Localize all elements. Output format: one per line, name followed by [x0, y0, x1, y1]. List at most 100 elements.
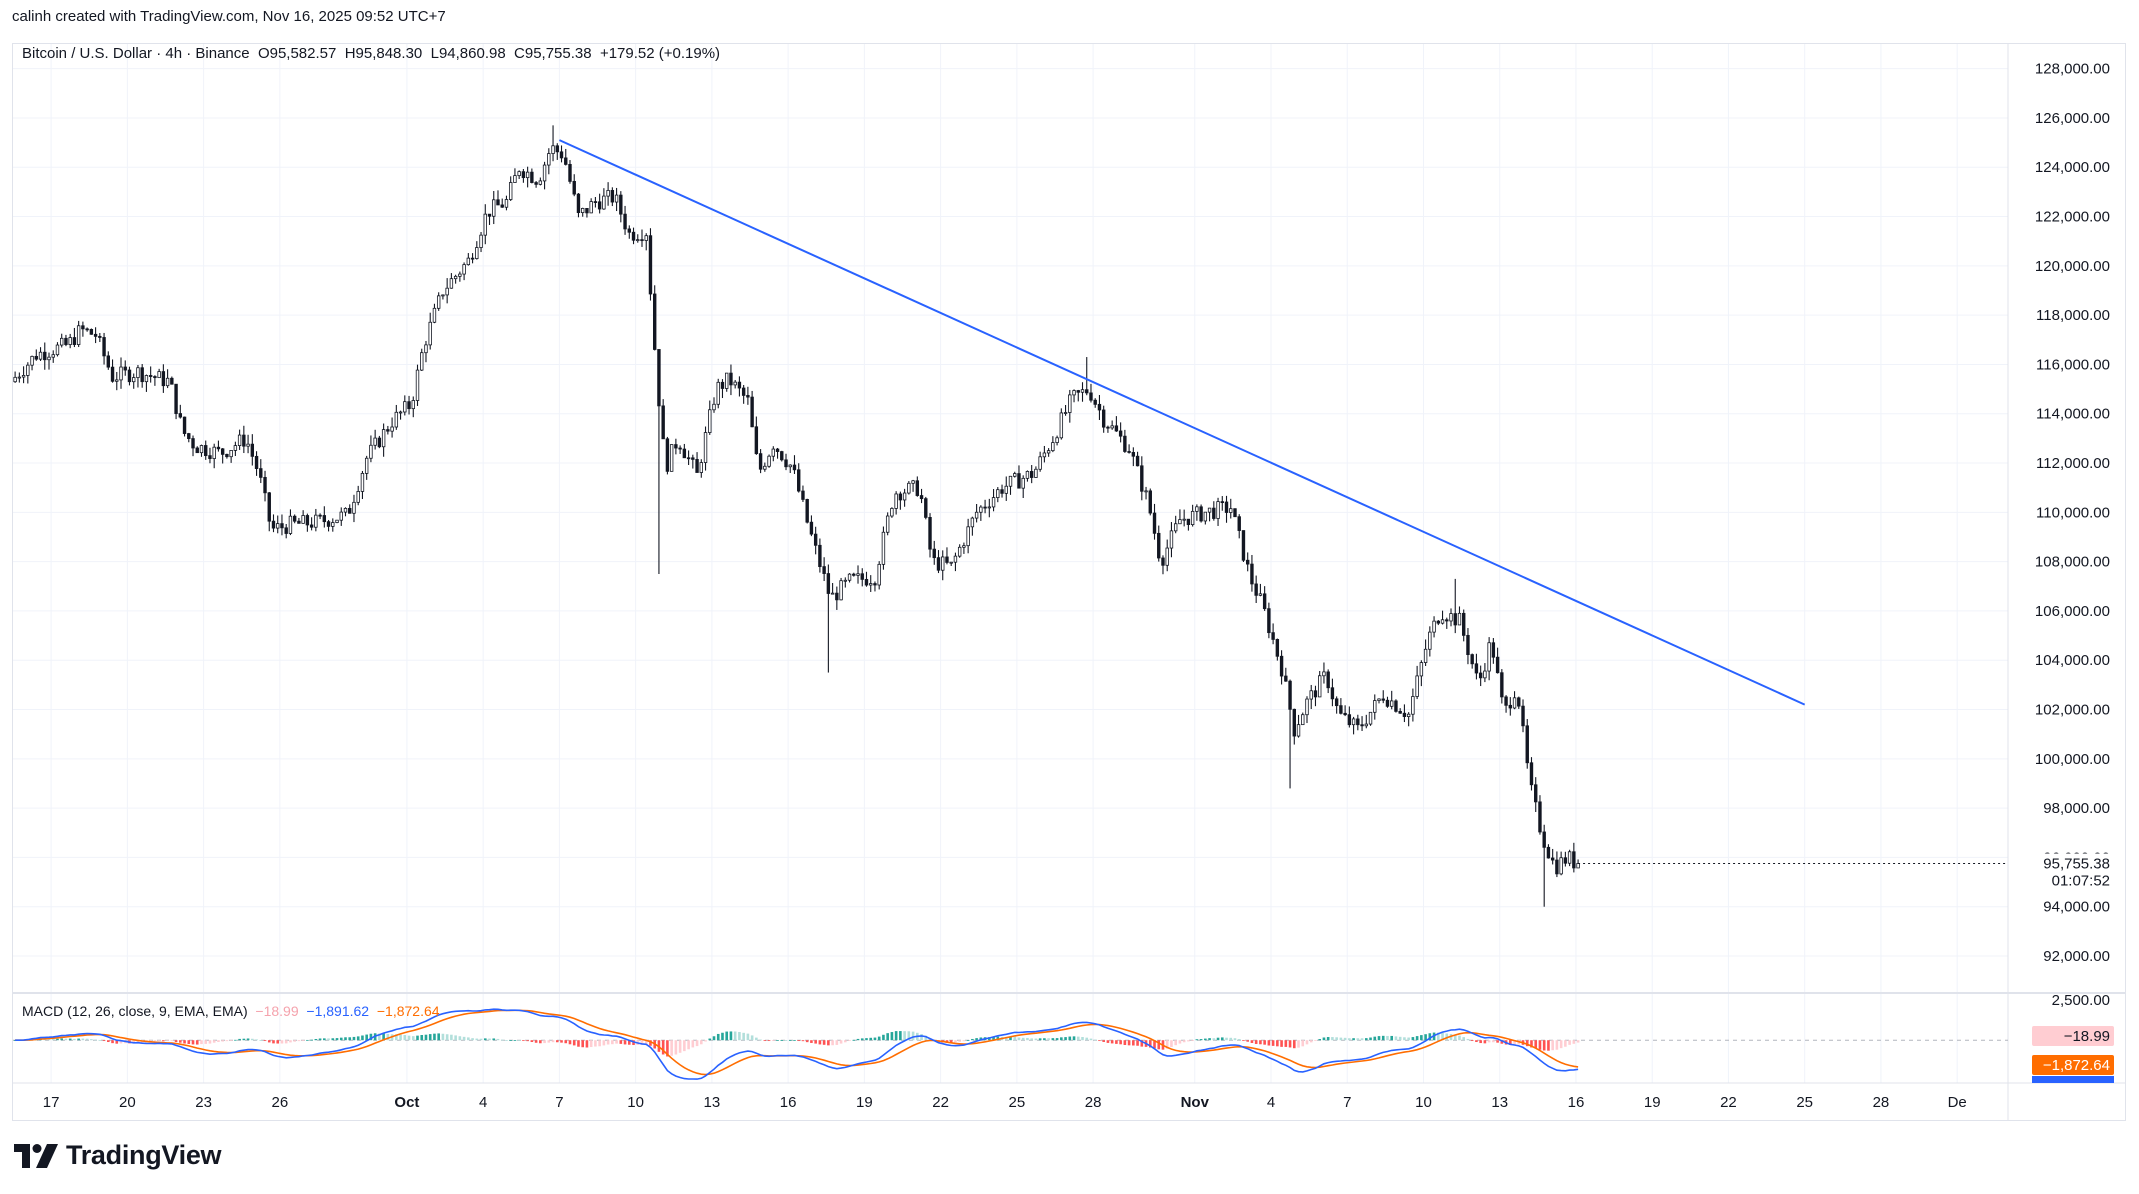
macd-hist-bar	[962, 1040, 966, 1042]
price-tick-label: 128,000.00	[2035, 61, 2110, 78]
symbol-legend[interactable]: Bitcoin / U.S. Dollar · 4h · Binance O95…	[22, 45, 720, 62]
candle-body	[758, 453, 763, 470]
macd-hist-bar	[1292, 1040, 1296, 1049]
candle-body	[1305, 698, 1309, 716]
trendline-layer[interactable]	[558, 139, 1806, 706]
candle-body	[1262, 593, 1267, 610]
candle-body	[1572, 851, 1576, 869]
candle-body	[55, 344, 60, 356]
price-tick-label: 114,000.00	[2036, 406, 2110, 423]
macd-hist-bar	[831, 1040, 834, 1046]
macd-hist-bar	[1208, 1038, 1211, 1041]
candle-body	[242, 434, 246, 447]
macd-hist-bar	[51, 1039, 55, 1041]
candle-body	[1428, 631, 1432, 650]
candle-body	[331, 522, 335, 527]
macd-hist-bar	[1225, 1037, 1228, 1041]
candle-body	[1233, 508, 1237, 518]
macd-hist-bar	[530, 1040, 534, 1043]
macd-hist-bar	[577, 1040, 580, 1047]
macd-hist-bar	[920, 1034, 923, 1041]
candle-body	[148, 375, 153, 377]
candle-body	[1313, 690, 1318, 698]
macd-hist-bar	[1576, 1040, 1580, 1043]
macd-hist-bar	[352, 1036, 356, 1041]
candle-body	[1546, 846, 1551, 859]
candle-body	[1500, 672, 1504, 698]
time-axis[interactable]: 17 20 23 26 Oct 4 7 10 13 16 19 22 25 28 Nov 4 7 10 13 16 19…	[43, 1094, 1967, 1111]
macd-hist-bar	[174, 1040, 178, 1043]
candle-body	[411, 400, 415, 410]
macd-hist-bar	[433, 1033, 436, 1041]
macd-hist-bar	[649, 1040, 652, 1046]
candle-body	[1118, 430, 1123, 437]
trendline	[558, 139, 1806, 706]
macd-hist-bar	[1449, 1033, 1453, 1041]
candle-body	[1042, 452, 1047, 458]
candle-body	[1093, 399, 1097, 405]
candle-body	[1487, 642, 1491, 672]
macd-hist-bar	[788, 1040, 792, 1041]
time-tick-label: 19	[1644, 1094, 1661, 1111]
macd-hist-bar	[899, 1031, 902, 1041]
time-tick-label: 16	[780, 1094, 797, 1111]
candle-body	[297, 520, 301, 524]
candle-body	[47, 356, 51, 361]
time-tick-label: De	[1948, 1094, 1967, 1111]
candle-body	[390, 426, 394, 432]
macd-hist-bar	[835, 1040, 839, 1045]
tradingview-logo-text: TradingView	[66, 1140, 222, 1170]
price-tick-label: 108,000.00	[2035, 554, 2110, 571]
candle-body	[915, 480, 920, 496]
candle-body	[1157, 532, 1161, 559]
candle-body	[178, 413, 183, 418]
candle-body	[394, 411, 399, 428]
candle-body	[1339, 705, 1343, 714]
macd-hist-bar	[1288, 1040, 1292, 1048]
macd-hist-bar	[445, 1034, 449, 1041]
candle-body	[157, 371, 161, 379]
tradingview-logo[interactable]: TradingView	[14, 1140, 222, 1171]
candle-body	[962, 545, 966, 548]
candle-body	[852, 573, 856, 576]
macd-hist-bar	[1462, 1037, 1466, 1041]
macd-hist-bar	[428, 1034, 432, 1041]
macd-hist-bar	[1496, 1040, 1499, 1043]
macd-hist-bar	[1551, 1040, 1554, 1051]
ohlc-change: +179.52 (+0.19%)	[599, 45, 721, 62]
candle-body	[161, 371, 166, 387]
candle-body	[712, 403, 716, 411]
macd-legend[interactable]: MACD (12, 26, close, 9, EMA, EMA) −18.99…	[22, 1003, 440, 1019]
candle-body	[276, 523, 280, 529]
candle-body	[686, 457, 691, 460]
candle-body	[750, 396, 754, 428]
candle-body	[631, 231, 636, 241]
macd-hist-bar	[1407, 1037, 1410, 1041]
macd-hist-bar	[860, 1038, 864, 1041]
candle-body	[1068, 394, 1072, 413]
macd-hist-bar	[699, 1040, 703, 1045]
macd-hist-bar	[1242, 1040, 1245, 1042]
candle-body	[627, 228, 631, 233]
macd-hist-bar	[153, 1040, 157, 1042]
macd-hist-bar	[767, 1040, 771, 1042]
macd-hist-bar	[602, 1040, 606, 1046]
macd-hist-bar	[695, 1040, 699, 1047]
macd-hist-bar	[712, 1036, 716, 1041]
price-axis[interactable]: 92,000.0094,000.0096,000.0098,000.00100,…	[2035, 61, 2110, 1009]
macd-hist-bar	[1538, 1040, 1542, 1050]
macd-hist-bar	[297, 1040, 301, 1042]
price-tick-label: 100,000.00	[2035, 751, 2110, 768]
candle-body	[636, 239, 640, 242]
macd-hist-bar	[733, 1031, 737, 1041]
macd-hist-bar	[479, 1038, 483, 1041]
macd-hist-bar	[585, 1040, 589, 1048]
macd-hist-bar	[1132, 1040, 1135, 1046]
macd-hist-bar	[170, 1040, 174, 1042]
macd-hist-bar	[1165, 1040, 1169, 1049]
macd-hist-bar	[1356, 1038, 1360, 1041]
macd-hist-bar	[361, 1035, 364, 1041]
macd-hist-bar	[1187, 1040, 1190, 1042]
macd-hist-bar	[488, 1038, 491, 1041]
